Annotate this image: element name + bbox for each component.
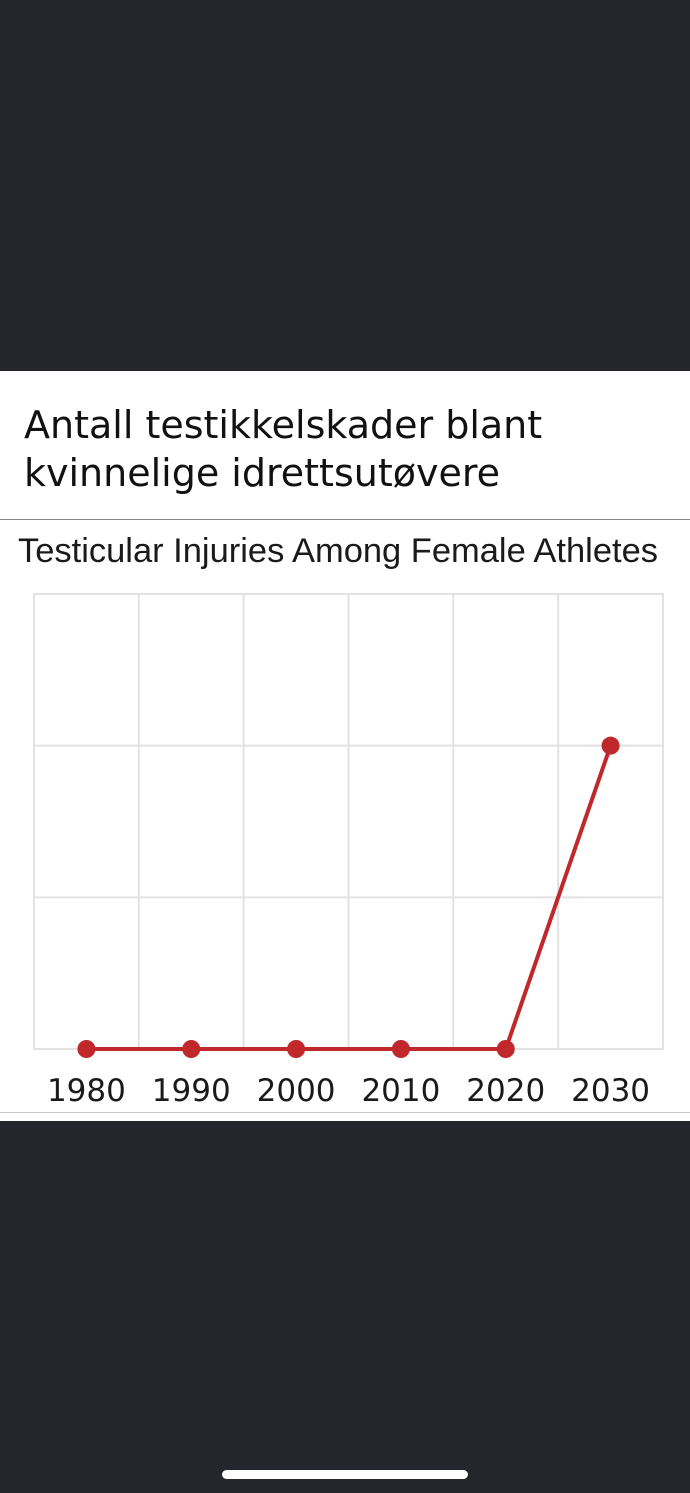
data-point [182, 1040, 201, 1058]
x-tick-label: 1990 [152, 1073, 231, 1109]
line-chart: Testicular Injuries Among Female Athlete… [18, 532, 664, 1109]
bottom-dark-band [0, 1121, 690, 1493]
home-indicator[interactable] [222, 1470, 468, 1479]
x-tick-label: 1980 [47, 1073, 126, 1109]
x-tick-label: 2020 [466, 1073, 545, 1109]
series-line [86, 745, 613, 1051]
plot-area: 1980 1990 2000 2010 2020 2030 [33, 593, 664, 1109]
caption-divider [0, 519, 690, 520]
top-dark-band [0, 0, 690, 371]
data-point [287, 1040, 306, 1058]
bottom-divider [0, 1112, 690, 1113]
data-point [391, 1040, 410, 1058]
x-tick-label: 2000 [257, 1073, 336, 1109]
caption-line-2: kvinnelige idrettsutøvere [24, 451, 501, 495]
chart-title: Testicular Injuries Among Female Athlete… [18, 532, 658, 570]
x-tick-label: 2010 [361, 1073, 440, 1109]
x-tick-label: 2030 [571, 1073, 650, 1109]
data-point [601, 736, 620, 755]
data-point [77, 1040, 96, 1058]
caption-line-1: Antall testikkelskader blant [24, 403, 543, 447]
caption: Antall testikkelskader blant kvinnelige … [24, 401, 664, 497]
data-point [496, 1040, 515, 1058]
meme-card: Antall testikkelskader blant kvinnelige … [0, 371, 690, 1121]
